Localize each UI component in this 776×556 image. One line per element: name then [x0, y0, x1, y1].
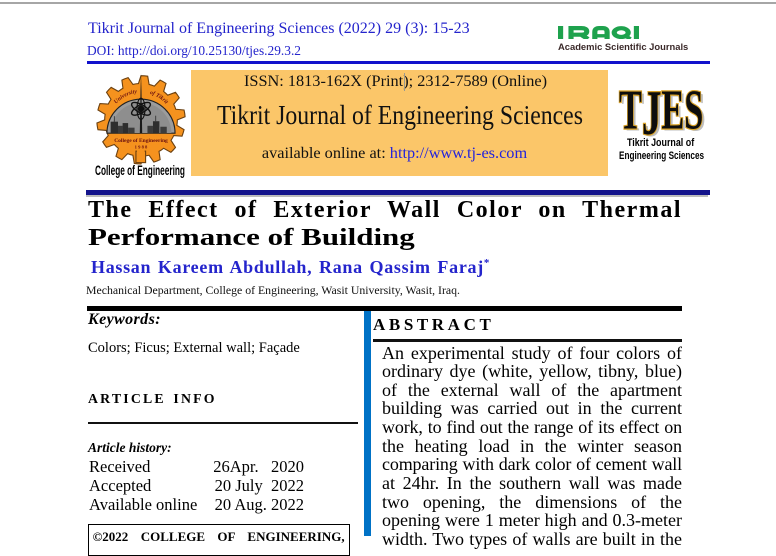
svg-text:TJES: TJES: [622, 80, 706, 150]
svg-text:College of Engineering: College of Engineering: [114, 138, 168, 144]
svg-text:TJES: TJES: [619, 78, 703, 148]
svg-text:1 9 8 8: 1 9 8 8: [135, 144, 148, 149]
